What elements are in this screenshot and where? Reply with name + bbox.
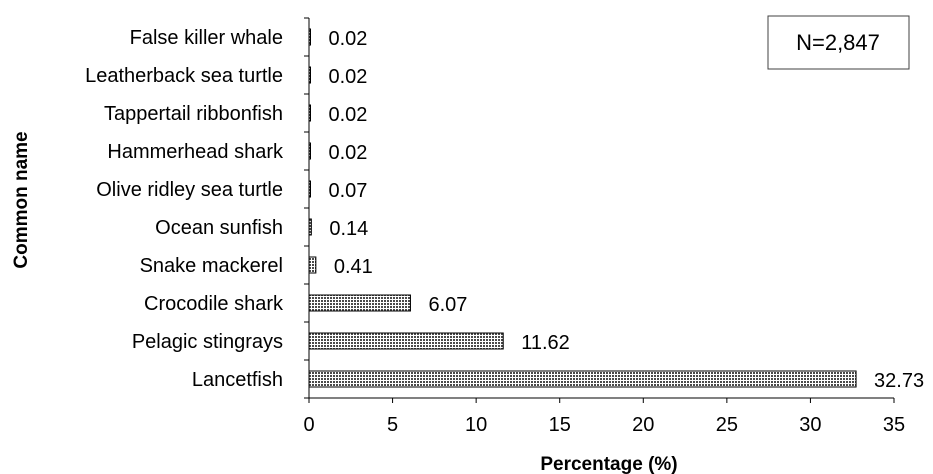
data-label: 0.02 — [329, 66, 368, 88]
bar — [308, 142, 311, 160]
data-label: 6.07 — [428, 294, 467, 316]
bar — [308, 180, 311, 198]
plot-area: 0 5 10 15 20 25 30 35 Lancetfish 32.73 Pelagic sti… — [85, 17, 924, 436]
category-label: Tappertail ribbonfish — [104, 103, 283, 125]
bar — [308, 218, 312, 236]
category-label: Ocean sunfish — [155, 217, 283, 239]
x-tick-label: 20 — [632, 414, 654, 436]
x-tick-label: 35 — [883, 414, 905, 436]
data-label: 0.07 — [329, 180, 368, 202]
data-label: 0.41 — [334, 256, 373, 278]
x-tick-label: 25 — [716, 414, 738, 436]
data-label: 0.02 — [329, 28, 368, 50]
bar — [308, 256, 317, 274]
bar — [308, 104, 311, 122]
category-label: Crocodile shark — [144, 293, 284, 315]
category-label: Lancetfish — [192, 369, 283, 391]
bar — [308, 370, 857, 388]
bar — [308, 332, 504, 350]
category-label: Olive ridley sea turtle — [96, 179, 283, 201]
sample-size-label: N=2,847 — [796, 30, 880, 55]
y-axis-title: Common name — [11, 131, 32, 268]
x-tick-label: 30 — [799, 414, 821, 436]
x-tick-label: 5 — [387, 414, 398, 436]
bar — [308, 28, 311, 46]
data-label: 11.62 — [521, 332, 570, 354]
annotation-box: N=2,847 — [767, 15, 910, 70]
category-label: Pelagic stingrays — [132, 331, 283, 353]
bar — [308, 66, 311, 84]
bar — [308, 294, 411, 312]
category-label: Hammerhead shark — [107, 141, 284, 163]
x-axis-title: Percentage (%) — [540, 454, 677, 474]
x-tick-label: 10 — [465, 414, 487, 436]
category-label: False killer whale — [130, 27, 283, 49]
category-label: Snake mackerel — [140, 255, 283, 277]
x-tick-label: 0 — [303, 414, 314, 436]
x-tick-label: 15 — [549, 414, 571, 436]
data-label: 0.02 — [329, 142, 368, 164]
data-label: 0.02 — [329, 104, 368, 126]
category-label: Leatherback sea turtle — [85, 65, 283, 87]
annotation-box-border — [767, 15, 910, 70]
data-label: 0.14 — [329, 218, 368, 240]
data-label: 32.73 — [874, 370, 924, 392]
